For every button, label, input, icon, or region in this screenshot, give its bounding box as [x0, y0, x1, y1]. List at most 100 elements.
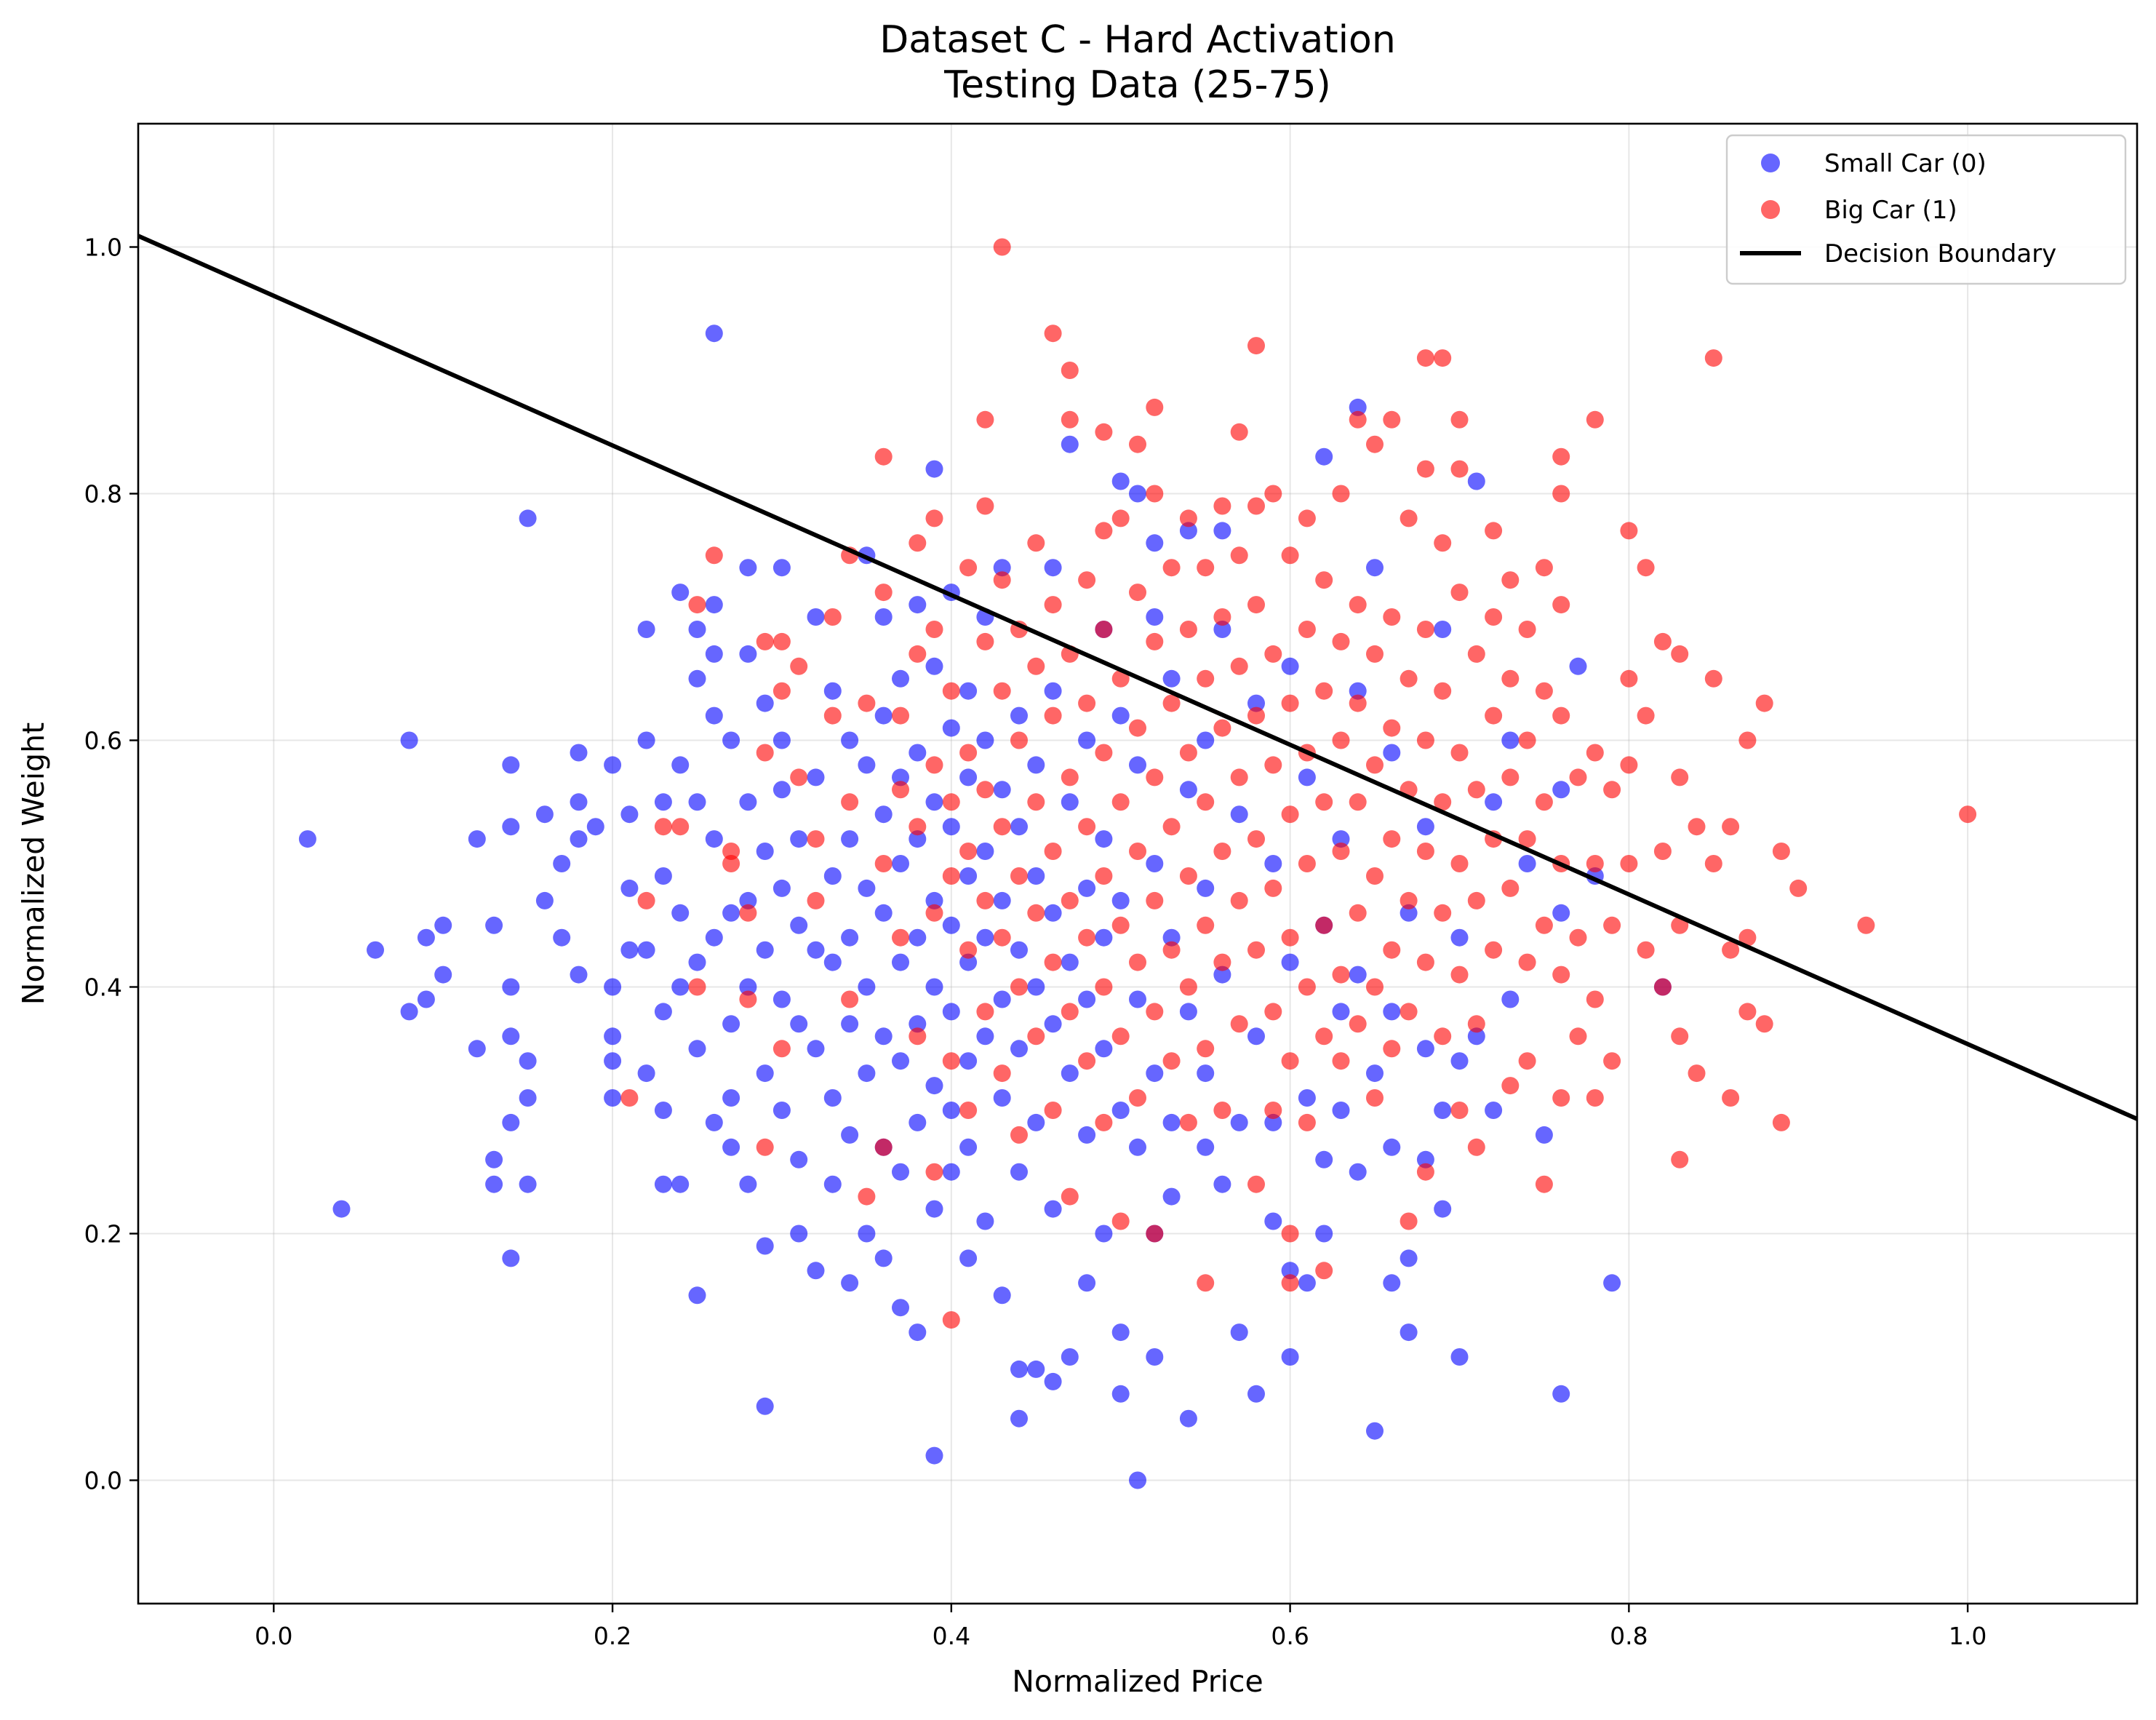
big-car-point: [1044, 325, 1062, 343]
small-car-point: [841, 1274, 859, 1292]
small-car-point: [1434, 1102, 1452, 1119]
big-car-point: [1366, 645, 1384, 663]
small-car-point: [739, 978, 757, 996]
big-car-point: [688, 596, 706, 614]
big-car-point: [1332, 731, 1350, 749]
big-car-point: [1569, 1027, 1587, 1046]
big-car-point: [1552, 706, 1570, 725]
small-car-point: [1383, 1274, 1401, 1292]
small-car-point: [1179, 1003, 1197, 1021]
small-car-point: [942, 916, 960, 934]
big-car-point: [1450, 855, 1469, 872]
big-car-point: [976, 410, 994, 429]
small-car-point: [485, 1175, 503, 1193]
big-car-point: [1315, 1027, 1333, 1046]
small-car-point: [1129, 990, 1146, 1008]
small-car-point: [1010, 1163, 1028, 1181]
small-car-point: [841, 1126, 859, 1144]
small-car-point: [841, 830, 859, 848]
small-car-point: [332, 1200, 351, 1218]
big-car-point: [1095, 621, 1113, 638]
small-car-point: [570, 965, 588, 984]
big-car-point: [942, 682, 960, 700]
small-car-point: [586, 818, 604, 836]
x-axis-label: Normalized Price: [1012, 1664, 1263, 1699]
small-car-point: [772, 731, 791, 749]
big-car-point: [1315, 682, 1333, 700]
big-car-point: [1535, 559, 1553, 577]
big-car-point: [1281, 546, 1299, 565]
small-car-point: [620, 805, 639, 824]
big-car-point: [1230, 891, 1248, 909]
big-car-point: [1027, 657, 1045, 675]
big-car-point: [1349, 410, 1367, 429]
big-car-point: [1247, 1175, 1265, 1193]
small-car-point: [671, 1175, 690, 1193]
series-big-car: [620, 238, 1977, 1329]
big-car-point: [671, 818, 690, 836]
small-car-point: [502, 1027, 520, 1046]
small-car-point: [485, 1150, 503, 1168]
big-car-point: [1230, 546, 1248, 565]
big-car-point: [1061, 362, 1079, 379]
small-car-point: [502, 818, 520, 836]
small-car-point: [671, 904, 690, 922]
big-car-point: [1027, 904, 1045, 922]
small-car-point: [1010, 1040, 1028, 1058]
small-car-point: [925, 1077, 943, 1095]
big-car-point: [1671, 1150, 1689, 1168]
big-car-point: [1027, 534, 1045, 552]
small-car-point: [959, 953, 978, 971]
big-car-point: [1383, 830, 1401, 848]
small-car-point: [909, 928, 927, 947]
x-tick-label: 0.6: [1271, 1622, 1309, 1650]
small-car-point: [841, 928, 859, 947]
small-car-point: [1450, 1052, 1469, 1070]
big-car-point: [1129, 843, 1146, 860]
big-car-point: [1247, 337, 1265, 355]
big-car-point: [1349, 694, 1367, 712]
small-car-point: [1095, 1040, 1113, 1058]
big-car-point: [1315, 1262, 1333, 1280]
small-car-point: [604, 1052, 622, 1070]
legend-box: [1725, 134, 2127, 285]
small-car-point: [417, 928, 435, 947]
big-car-point: [841, 990, 859, 1008]
small-car-point: [976, 1212, 994, 1230]
big-car-point: [1704, 855, 1722, 872]
big-car-point: [1078, 1052, 1096, 1070]
small-car-point: [1213, 965, 1231, 984]
small-car-point: [993, 559, 1011, 577]
big-car-point: [942, 867, 960, 885]
big-car-point: [1552, 1089, 1570, 1107]
small-car-point: [858, 978, 876, 996]
small-car-point: [1281, 953, 1299, 971]
small-car-point: [756, 843, 774, 860]
small-car-point: [1078, 1274, 1096, 1292]
big-car-point: [1552, 965, 1570, 984]
big-car-point: [909, 534, 927, 552]
big-car-point: [1501, 879, 1520, 897]
big-car-point: [1230, 1015, 1248, 1033]
big-car-point: [1467, 1015, 1485, 1033]
small-car-point: [1247, 1385, 1265, 1403]
small-car-point: [1044, 904, 1062, 922]
big-car-point: [1095, 867, 1113, 885]
big-car-point: [1010, 731, 1028, 749]
big-car-point: [1078, 694, 1096, 712]
big-car-point: [1704, 669, 1722, 688]
big-car-point: [1315, 793, 1333, 811]
big-car-point: [637, 891, 655, 909]
small-car-point: [942, 1163, 960, 1181]
big-car-point: [976, 1003, 994, 1021]
small-car-point: [570, 830, 588, 848]
small-car-point: [604, 978, 622, 996]
small-car-point: [688, 953, 706, 971]
small-car-point: [1230, 1113, 1248, 1131]
big-car-point: [1366, 435, 1384, 453]
big-car-point: [1197, 669, 1215, 688]
big-car-point: [1095, 744, 1113, 762]
small-car-point: [1400, 1249, 1418, 1267]
big-car-point: [1146, 1003, 1164, 1021]
big-car-point: [1501, 1077, 1520, 1095]
